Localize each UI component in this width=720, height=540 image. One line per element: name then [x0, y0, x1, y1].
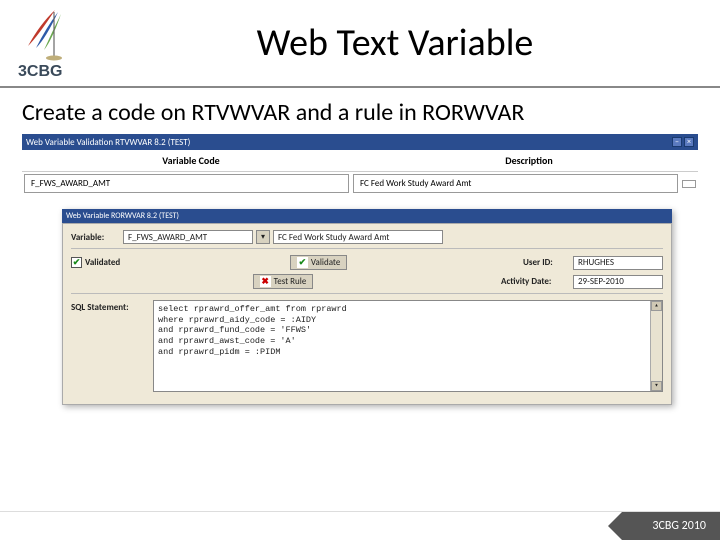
- col-description: Description: [360, 150, 698, 171]
- instruction-text: Create a code on RTVWVAR and a rule in R…: [22, 98, 698, 128]
- cell-code[interactable]: F_FWS_AWARD_AMT: [24, 174, 349, 193]
- table-row: F_FWS_AWARD_AMT FC Fed Work Study Award …: [22, 172, 698, 195]
- close-icon[interactable]: ×: [684, 137, 694, 147]
- activity-date-label: Activity Date:: [501, 276, 573, 287]
- lookup-icon[interactable]: ▾: [256, 230, 270, 244]
- test-rule-button[interactable]: ✖Test Rule: [253, 274, 314, 289]
- logo-text: 3CBG: [18, 63, 62, 80]
- divider: [71, 248, 663, 249]
- sql-textarea[interactable]: select rprawrd_offer_amt from rprawrd wh…: [153, 300, 663, 392]
- variable-desc-field[interactable]: FC Fed Work Study Award Amt: [273, 230, 443, 244]
- slide-header: 3CBG Web Text Variable: [0, 0, 720, 88]
- user-id-field: RHUGHES: [573, 256, 663, 270]
- user-id-label: User ID:: [523, 257, 573, 268]
- footer: 3CBG 2010: [622, 512, 720, 540]
- rtvwvar-columns: Variable Code Description: [22, 150, 698, 172]
- variable-field[interactable]: F_FWS_AWARD_AMT: [123, 230, 253, 244]
- logo: 3CBG: [10, 6, 90, 82]
- rorwvar-window: Web Variable RORWVAR 8.2 (TEST) Variable…: [62, 209, 672, 405]
- divider: [71, 293, 663, 294]
- rorwvar-title-text: Web Variable RORWVAR 8.2 (TEST): [66, 211, 179, 221]
- validate-button[interactable]: ✔Validate: [290, 255, 347, 270]
- scrollbar[interactable]: ▴ ▾: [650, 301, 662, 391]
- validated-label: Validated: [85, 257, 120, 268]
- variable-label: Variable:: [71, 232, 123, 243]
- window-controls: – ×: [672, 137, 694, 147]
- rorwvar-body: Variable: F_FWS_AWARD_AMT ▾ FC Fed Work …: [62, 223, 672, 405]
- rorwvar-titlebar: Web Variable RORWVAR 8.2 (TEST): [62, 209, 672, 223]
- slide-body: Create a code on RTVWVAR and a rule in R…: [0, 88, 720, 405]
- validated-checkbox[interactable]: ✔: [71, 257, 82, 268]
- sql-label: SQL Statement:: [71, 300, 153, 313]
- rtvwvar-titlebar: Web Variable Validation RTVWVAR 8.2 (TES…: [22, 134, 698, 150]
- scroll-up-icon: ▴: [651, 301, 662, 311]
- cell-desc[interactable]: FC Fed Work Study Award Amt: [353, 174, 678, 193]
- sql-text: select rprawrd_offer_amt from rprawrd wh…: [158, 304, 347, 357]
- scrollbar[interactable]: [680, 172, 698, 195]
- activity-date-field: 29-SEP-2010: [573, 275, 663, 289]
- scroll-down-icon: ▾: [651, 381, 662, 391]
- slide-title: Web Text Variable: [90, 20, 700, 66]
- rtvwvar-window: Web Variable Validation RTVWVAR 8.2 (TES…: [22, 134, 698, 195]
- minimize-icon[interactable]: –: [672, 137, 682, 147]
- footer-text: 3CBG 2010: [652, 519, 706, 533]
- col-variable-code: Variable Code: [22, 150, 360, 171]
- rtvwvar-title-text: Web Variable Validation RTVWVAR 8.2 (TES…: [26, 137, 190, 148]
